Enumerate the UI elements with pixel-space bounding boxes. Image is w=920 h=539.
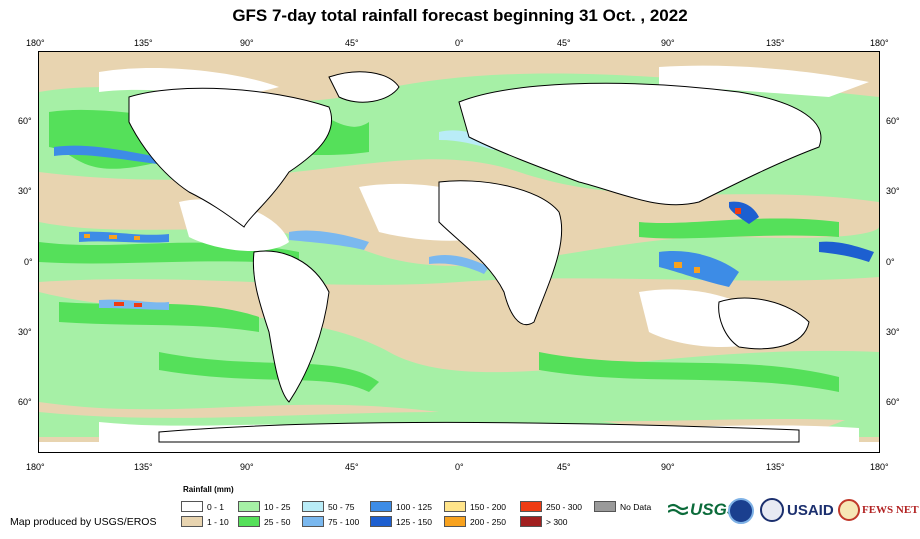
usaid-seal-icon: USAID (760, 498, 834, 522)
bottom-lon-label: 45° (345, 462, 359, 472)
legend-item: 100 - 125 (370, 501, 432, 512)
heavy-rain-spots (54, 110, 874, 310)
legend-swatch (302, 516, 324, 527)
rainfall-map (38, 51, 880, 453)
map-title: GFS 7-day total rainfall forecast beginn… (232, 6, 688, 25)
legend-swatch (238, 516, 260, 527)
fews-ring-icon (838, 499, 860, 521)
usgs-waves-icon (668, 503, 688, 516)
legend-label: 100 - 125 (396, 501, 432, 512)
legend-item: 250 - 300 (520, 501, 582, 512)
left-lat-label: 60° (18, 116, 32, 126)
legend-swatch (444, 516, 466, 527)
legend-label: 10 - 25 (264, 501, 291, 512)
legend-label: 1 - 10 (207, 516, 229, 527)
legend-label: 25 - 50 (264, 516, 291, 527)
legend-item: 1 - 10 (181, 516, 229, 527)
legend-item: 25 - 50 (238, 516, 290, 527)
top-lon-label: 135° (766, 38, 785, 48)
usaid-logo-text: USAID (787, 501, 834, 519)
bottom-lon-label: 45° (557, 462, 571, 472)
bottom-lon-label: 90° (240, 462, 254, 472)
legend-swatch (181, 516, 203, 527)
legend-swatch (370, 501, 392, 512)
bottom-lon-label: 135° (766, 462, 785, 472)
top-lon-label: 0° (455, 38, 464, 48)
rainfall-map-graphic (39, 52, 879, 452)
legend-swatch (520, 516, 542, 527)
top-lon-label: 180° (870, 38, 889, 48)
legend-label: 0 - 1 (207, 501, 225, 512)
legend-item: > 300 (520, 516, 568, 527)
top-lon-label: 45° (345, 38, 359, 48)
right-lat-label: 60° (886, 397, 900, 407)
legend-label: > 300 (546, 516, 568, 527)
top-lon-label: 135° (134, 38, 153, 48)
legend-swatch (302, 501, 324, 512)
legend-item: 75 - 100 (302, 516, 359, 527)
legend-item: 125 - 150 (370, 516, 432, 527)
continent-outlines (128, 71, 822, 443)
map-credit: Map produced by USGS/EROS (10, 516, 157, 528)
left-lat-label: 30° (18, 186, 32, 196)
right-lat-label: 0° (886, 257, 895, 267)
fews-net-logo-icon: FEWS NET (838, 499, 919, 521)
legend-item: 50 - 75 (302, 501, 354, 512)
usaid-seal-graphic (760, 498, 784, 522)
noaa-logo-icon (728, 498, 754, 524)
legend-label: 75 - 100 (328, 516, 360, 527)
top-lon-label: 45° (557, 38, 571, 48)
left-lat-label: 30° (18, 327, 32, 337)
legend-swatch (594, 501, 616, 512)
bottom-lon-label: 180° (870, 462, 889, 472)
top-lon-label: 180° (26, 38, 45, 48)
right-lat-label: 30° (886, 186, 900, 196)
legend-title: Rainfall (mm) (183, 485, 234, 494)
legend-label: No Data (620, 501, 652, 512)
usgs-logo-text: USGS (690, 500, 739, 519)
top-lon-label: 90° (240, 38, 254, 48)
legend-swatch (181, 501, 203, 512)
bottom-lon-label: 90° (661, 462, 675, 472)
legend-item: 10 - 25 (238, 501, 290, 512)
legend-item: No Data (594, 501, 651, 512)
noaa-circle-icon (728, 498, 754, 524)
legend-label: 50 - 75 (328, 501, 355, 512)
right-lat-label: 30° (886, 327, 900, 337)
bottom-lon-label: 180° (26, 462, 45, 472)
legend-label: 250 - 300 (546, 501, 582, 512)
legend-swatch (444, 501, 466, 512)
bottom-lon-label: 0° (455, 462, 464, 472)
legend-swatch (520, 501, 542, 512)
legend-item: 200 - 250 (444, 516, 506, 527)
legend-item: 150 - 200 (444, 501, 506, 512)
legend-swatch (370, 516, 392, 527)
fews-logo-text: FEWS NET (862, 504, 919, 516)
usgs-logo-icon: USGS (668, 500, 738, 520)
legend-item: 0 - 1 (181, 501, 224, 512)
legend-label: 125 - 150 (396, 516, 432, 527)
legend-label: 200 - 250 (470, 516, 506, 527)
right-lat-label: 60° (886, 116, 900, 126)
left-lat-label: 0° (24, 257, 33, 267)
top-lon-label: 90° (661, 38, 675, 48)
legend-swatch (238, 501, 260, 512)
left-lat-label: 60° (18, 397, 32, 407)
bottom-lon-label: 135° (134, 462, 153, 472)
legend-label: 150 - 200 (470, 501, 506, 512)
